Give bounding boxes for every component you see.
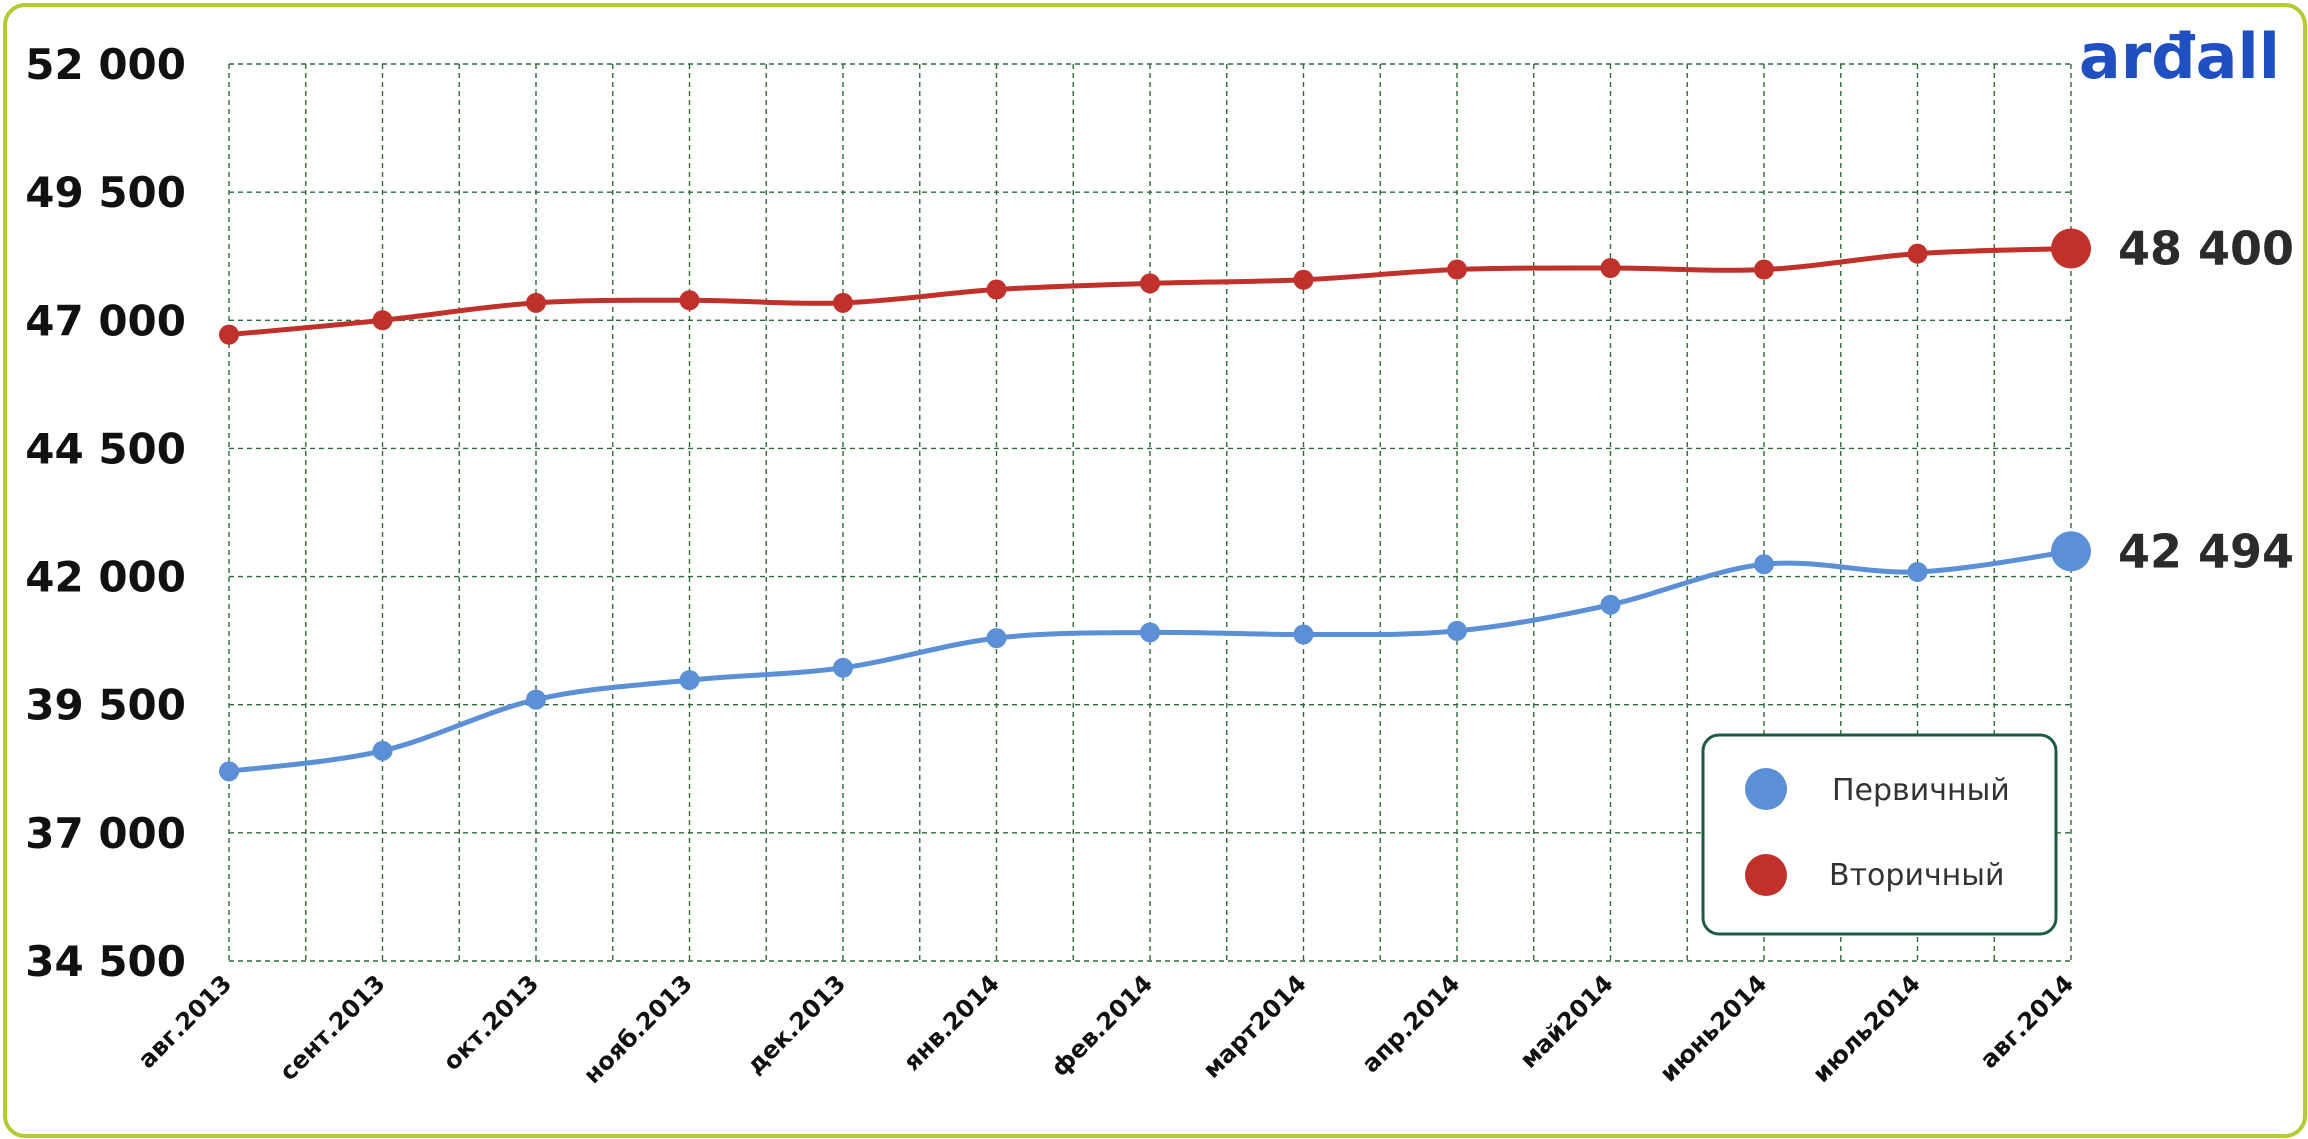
- grid: [228, 63, 2072, 962]
- data-point: [1293, 269, 1314, 290]
- legend-marker-secondary: [1745, 854, 1787, 896]
- x-tick-label: авг.2014: [1975, 969, 2080, 1074]
- data-point: [1600, 594, 1621, 615]
- end-value-label: 48 400: [2118, 222, 2294, 276]
- y-tick-label: 39 500: [25, 681, 186, 730]
- data-point: [986, 279, 1007, 300]
- y-tick-label: 47 000: [25, 296, 186, 345]
- data-point: [1293, 624, 1314, 645]
- data-point: [372, 310, 393, 331]
- x-tick-label: окт.2013: [438, 969, 544, 1075]
- data-point: [219, 324, 239, 345]
- y-tick-label: 52 000: [25, 40, 186, 89]
- series-layer: 42 494 48 400: [219, 222, 2294, 782]
- data-point: [1447, 620, 1467, 641]
- x-tick-label: май2014: [1514, 969, 1618, 1073]
- logo-text: arđall: [2079, 20, 2280, 93]
- legend: Первичный Вторичный: [1701, 733, 2058, 936]
- y-tick-label: 34 500: [25, 937, 186, 986]
- x-tick-label: фев.2014: [1046, 969, 1159, 1082]
- x-tick-label: дек.2013: [741, 969, 851, 1079]
- x-tick-label: сент.2013: [274, 969, 391, 1086]
- data-point: [833, 657, 853, 678]
- x-tick-label: июнь2014: [1654, 969, 1772, 1087]
- data-point: [1600, 258, 1621, 279]
- legend-label-primary: Первичный: [1832, 773, 2010, 808]
- end-point: [2051, 228, 2091, 269]
- y-tick-label: 42 000: [25, 553, 186, 602]
- data-point: [1447, 259, 1467, 280]
- data-point: [1907, 243, 1928, 264]
- x-tick-label: июль2014: [1807, 969, 1926, 1088]
- data-point: [219, 761, 239, 782]
- legend-box: [1701, 733, 2058, 936]
- y-axis-ticks: 34 500 37 000 39 500 42 000 44 500 47 000 49 5…: [25, 40, 186, 986]
- data-point: [526, 689, 546, 710]
- y-tick-label: 44 500: [25, 424, 186, 473]
- x-tick-label: нояб.2013: [578, 969, 698, 1089]
- end-point: [2051, 531, 2091, 572]
- y-tick-label: 37 000: [25, 809, 186, 858]
- y-tick-label: 49 500: [25, 168, 186, 217]
- data-point: [1140, 273, 1160, 294]
- data-point: [679, 290, 700, 311]
- data-point: [1754, 259, 1774, 280]
- data-point: [679, 670, 700, 691]
- data-point: [1754, 554, 1774, 575]
- data-point: [986, 628, 1007, 649]
- end-value-label: 42 494: [2118, 524, 2294, 578]
- x-tick-label: апр.2014: [1356, 969, 1465, 1078]
- x-tick-label: янв.2014: [898, 969, 1005, 1076]
- logo: arđall: [2079, 20, 2280, 93]
- data-point: [833, 292, 853, 313]
- data-point: [1907, 561, 1928, 582]
- legend-marker-primary: [1745, 768, 1787, 810]
- data-point: [372, 740, 393, 761]
- legend-label-secondary: Вторичный: [1829, 858, 2004, 893]
- data-point: [526, 292, 546, 313]
- data-point: [1140, 622, 1160, 643]
- x-tick-label: март2014: [1197, 969, 1311, 1083]
- x-axis-ticks: авг.2013 сент.2013 окт.2013 нояб.2013 дек.20…: [133, 969, 2080, 1089]
